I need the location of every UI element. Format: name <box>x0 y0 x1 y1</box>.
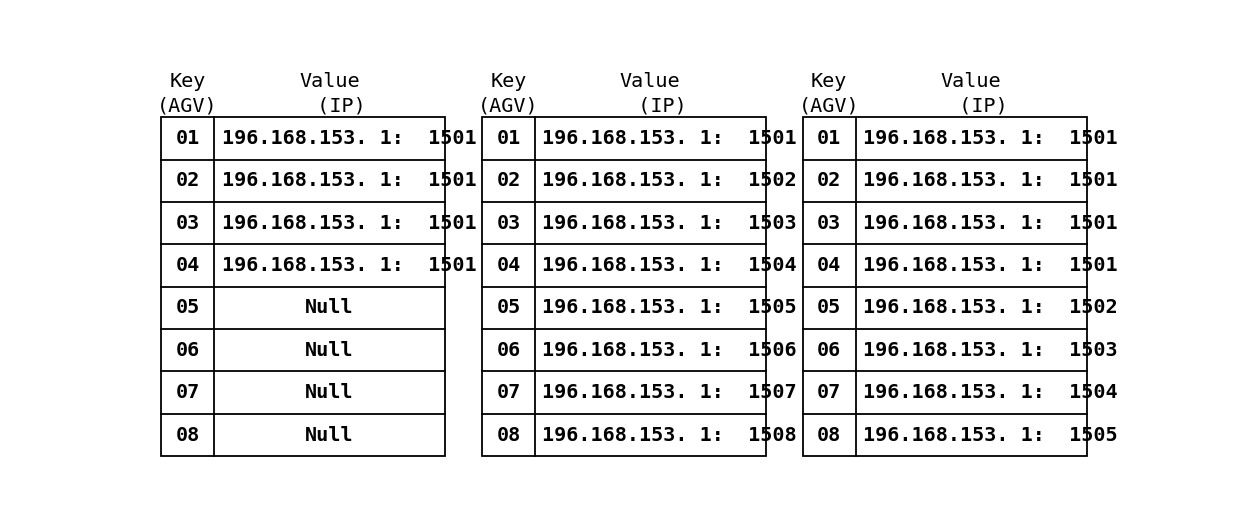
Text: Null: Null <box>305 341 353 360</box>
Text: 01: 01 <box>175 129 200 148</box>
Text: 03: 03 <box>175 214 200 233</box>
Text: 196.168.153. 1:  1504: 196.168.153. 1: 1504 <box>863 383 1118 402</box>
Text: 06: 06 <box>817 341 842 360</box>
Text: Value
  (IP): Value (IP) <box>293 71 366 115</box>
Text: 07: 07 <box>817 383 842 402</box>
Text: 196.168.153. 1:  1502: 196.168.153. 1: 1502 <box>543 171 797 190</box>
Bar <box>804 117 1086 456</box>
Text: 04: 04 <box>496 256 521 275</box>
Text: 08: 08 <box>175 425 200 444</box>
Text: 02: 02 <box>817 171 842 190</box>
Text: 08: 08 <box>496 425 521 444</box>
Text: 196.168.153. 1:  1505: 196.168.153. 1: 1505 <box>543 298 797 317</box>
Text: 02: 02 <box>496 171 521 190</box>
Text: 196.168.153. 1:  1508: 196.168.153. 1: 1508 <box>543 425 797 444</box>
Text: Value
  (IP): Value (IP) <box>935 71 1007 115</box>
Text: Key
(AGV): Key (AGV) <box>479 71 538 115</box>
Text: 04: 04 <box>175 256 200 275</box>
Text: 196.168.153. 1:  1501: 196.168.153. 1: 1501 <box>543 129 797 148</box>
Text: 01: 01 <box>496 129 521 148</box>
Text: 02: 02 <box>175 171 200 190</box>
Text: 07: 07 <box>496 383 521 402</box>
Text: 08: 08 <box>817 425 842 444</box>
Text: 07: 07 <box>175 383 200 402</box>
Text: 196.168.153. 1:  1503: 196.168.153. 1: 1503 <box>863 341 1118 360</box>
Text: 196.168.153. 1:  1507: 196.168.153. 1: 1507 <box>543 383 797 402</box>
Text: Null: Null <box>305 383 353 402</box>
Text: 05: 05 <box>496 298 521 317</box>
Text: 196.168.153. 1:  1501: 196.168.153. 1: 1501 <box>863 256 1118 275</box>
Text: 196.168.153. 1:  1501: 196.168.153. 1: 1501 <box>863 171 1118 190</box>
Text: 196.168.153. 1:  1505: 196.168.153. 1: 1505 <box>863 425 1118 444</box>
Text: 196.168.153. 1:  1501: 196.168.153. 1: 1501 <box>863 129 1118 148</box>
Text: 196.168.153. 1:  1501: 196.168.153. 1: 1501 <box>222 171 476 190</box>
Text: 06: 06 <box>496 341 521 360</box>
Text: 196.168.153. 1:  1501: 196.168.153. 1: 1501 <box>222 129 476 148</box>
Bar <box>482 117 766 456</box>
Text: 06: 06 <box>175 341 200 360</box>
Text: 05: 05 <box>175 298 200 317</box>
Text: 196.168.153. 1:  1506: 196.168.153. 1: 1506 <box>543 341 797 360</box>
Text: 05: 05 <box>817 298 842 317</box>
Text: 196.168.153. 1:  1501: 196.168.153. 1: 1501 <box>222 256 476 275</box>
Text: Value
  (IP): Value (IP) <box>614 71 687 115</box>
Text: Key
(AGV): Key (AGV) <box>799 71 859 115</box>
Text: 196.168.153. 1:  1503: 196.168.153. 1: 1503 <box>543 214 797 233</box>
Text: Null: Null <box>305 425 353 444</box>
Text: 03: 03 <box>496 214 521 233</box>
Text: 03: 03 <box>817 214 842 233</box>
Text: Null: Null <box>305 298 353 317</box>
Text: 196.168.153. 1:  1501: 196.168.153. 1: 1501 <box>863 214 1118 233</box>
Text: 01: 01 <box>817 129 842 148</box>
Text: 196.168.153. 1:  1502: 196.168.153. 1: 1502 <box>863 298 1118 317</box>
Text: Key
(AGV): Key (AGV) <box>157 71 218 115</box>
Text: 196.168.153. 1:  1501: 196.168.153. 1: 1501 <box>222 214 476 233</box>
Bar <box>161 117 445 456</box>
Text: 196.168.153. 1:  1504: 196.168.153. 1: 1504 <box>543 256 797 275</box>
Text: 04: 04 <box>817 256 842 275</box>
